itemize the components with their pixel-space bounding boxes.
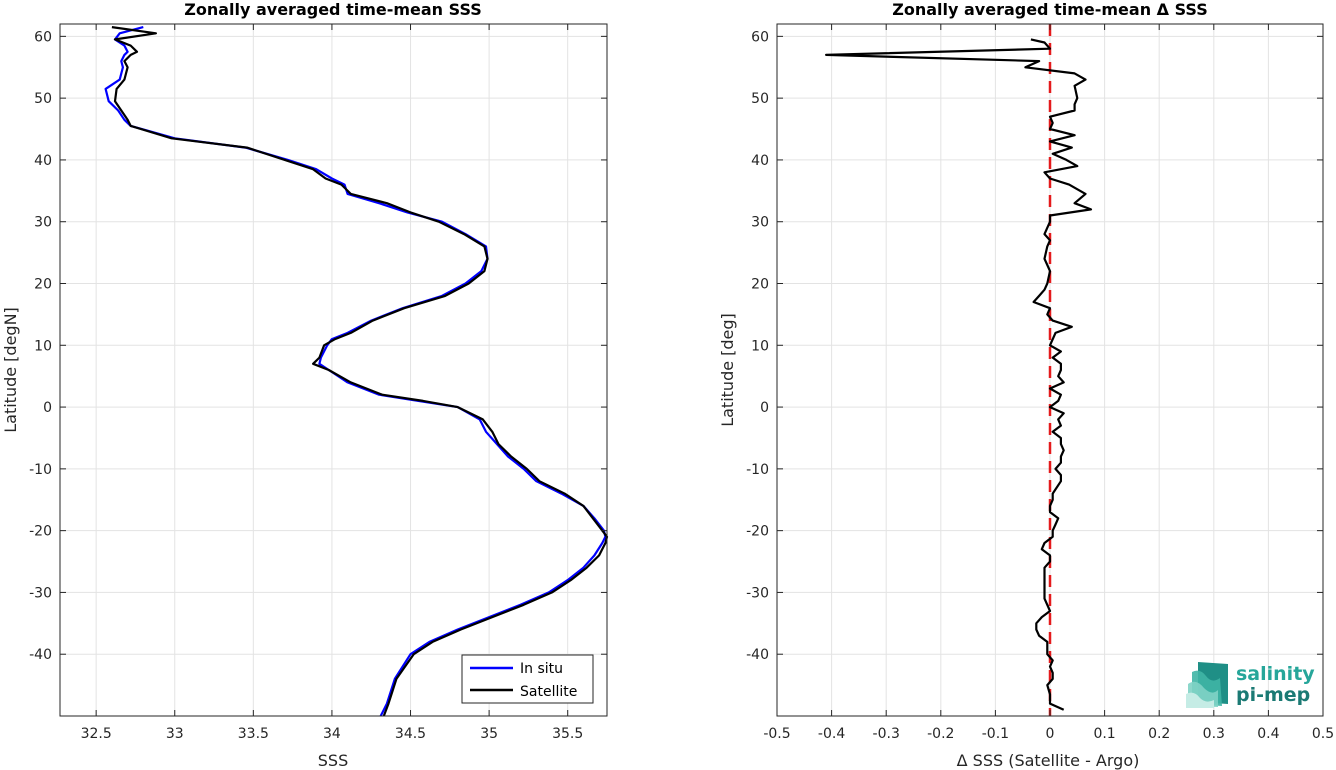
y-tick-label: 50 bbox=[751, 91, 769, 107]
y-tick-label: 10 bbox=[34, 338, 52, 354]
x-axis-label-left: SSS bbox=[318, 751, 348, 770]
y-tick-label: -30 bbox=[746, 585, 769, 601]
x-tick-label: 33.5 bbox=[238, 726, 269, 742]
x-tick-label: -0.1 bbox=[982, 726, 1009, 742]
x-tick-label: 34.5 bbox=[395, 726, 426, 742]
y-tick-label: 60 bbox=[34, 29, 52, 45]
logo-text-salinity: salinity bbox=[1236, 663, 1315, 685]
y-tick-label: -40 bbox=[746, 647, 769, 663]
grid-left bbox=[60, 24, 607, 716]
y-tick-label: 40 bbox=[751, 153, 769, 169]
series-line-in-situ bbox=[104, 26, 607, 717]
logo-wave-icon bbox=[1186, 662, 1228, 708]
sss-lines bbox=[104, 26, 609, 717]
legend-label-in-situ: In situ bbox=[520, 661, 563, 677]
y-tick-label: 20 bbox=[751, 277, 769, 293]
y-tick-label: 40 bbox=[34, 153, 52, 169]
x-tick-label: 0 bbox=[1046, 726, 1055, 742]
y-tick-label: -30 bbox=[29, 585, 52, 601]
x-tick-label: -0.5 bbox=[763, 726, 790, 742]
series-line-delta-0 bbox=[824, 38, 1093, 711]
y-tick-label: 60 bbox=[751, 29, 769, 45]
sss-profile-panel: 32.5 33 33.5 34 34.5 35 35.5 60 50 40 30 20 10 0 -10 -2… bbox=[1, 0, 609, 770]
x-tick-label: 34 bbox=[323, 726, 341, 742]
y-tick-label: -40 bbox=[29, 647, 52, 663]
y-tick-label: -10 bbox=[29, 462, 52, 478]
x-tick-label: 32.5 bbox=[81, 726, 112, 742]
y-tick-label: -20 bbox=[29, 524, 52, 540]
y-tick-label: 50 bbox=[34, 91, 52, 107]
x-tick-label: 33 bbox=[166, 726, 184, 742]
salinity-pi-mep-logo: salinity pi-mep bbox=[1186, 662, 1315, 708]
x-tick-label: 0.3 bbox=[1203, 726, 1225, 742]
x-tick-label: 0.1 bbox=[1093, 726, 1115, 742]
x-tick-label: 0.4 bbox=[1257, 726, 1279, 742]
y-tick-label: 30 bbox=[751, 215, 769, 231]
legend-box bbox=[461, 654, 594, 704]
delta-sss-panel: -0.5 -0.4 -0.3 -0.2 -0.1 0 0.1 0.2 0.3 0.4 0.5 60 50… bbox=[718, 0, 1334, 770]
x-tick-label: 0.5 bbox=[1312, 726, 1334, 742]
ticks-left: 32.5 33 33.5 34 34.5 35 35.5 60 50 40 30 20 10 0 -10 -2… bbox=[29, 24, 607, 742]
y-tick-label: -10 bbox=[746, 462, 769, 478]
x-tick-label: -0.4 bbox=[818, 726, 845, 742]
y-axis-label-left: Latitude [degN] bbox=[1, 307, 20, 433]
y-tick-label: 30 bbox=[34, 215, 52, 231]
x-tick-label: -0.2 bbox=[927, 726, 954, 742]
y-axis-label-right: Latitude [deg] bbox=[718, 313, 737, 427]
y-tick-label: 0 bbox=[43, 400, 52, 416]
y-tick-label: 10 bbox=[751, 338, 769, 354]
chart-title-left: Zonally averaged time-mean SSS bbox=[184, 0, 482, 19]
x-tick-label: 35 bbox=[480, 726, 498, 742]
legend-label-satellite: Satellite bbox=[520, 684, 577, 700]
y-tick-label: 0 bbox=[760, 400, 769, 416]
delta-sss-lines bbox=[824, 24, 1093, 716]
chart-title-right: Zonally averaged time-mean Δ SSS bbox=[892, 0, 1208, 19]
legend: In situ Satellite bbox=[461, 654, 594, 704]
y-tick-label: -20 bbox=[746, 524, 769, 540]
axes-frame-left bbox=[59, 23, 608, 717]
x-axis-label-right: Δ SSS (Satellite - Argo) bbox=[957, 751, 1140, 770]
y-tick-label: 20 bbox=[34, 277, 52, 293]
x-tick-label: 0.2 bbox=[1148, 726, 1170, 742]
ticks-right: -0.5 -0.4 -0.3 -0.2 -0.1 0 0.1 0.2 0.3 0.4 0.5 60 50… bbox=[746, 24, 1334, 742]
x-tick-label: -0.3 bbox=[873, 726, 900, 742]
x-tick-label: 35.5 bbox=[552, 726, 583, 742]
series-line-satellite bbox=[111, 26, 609, 717]
logo-text-pi-mep: pi-mep bbox=[1236, 684, 1310, 706]
